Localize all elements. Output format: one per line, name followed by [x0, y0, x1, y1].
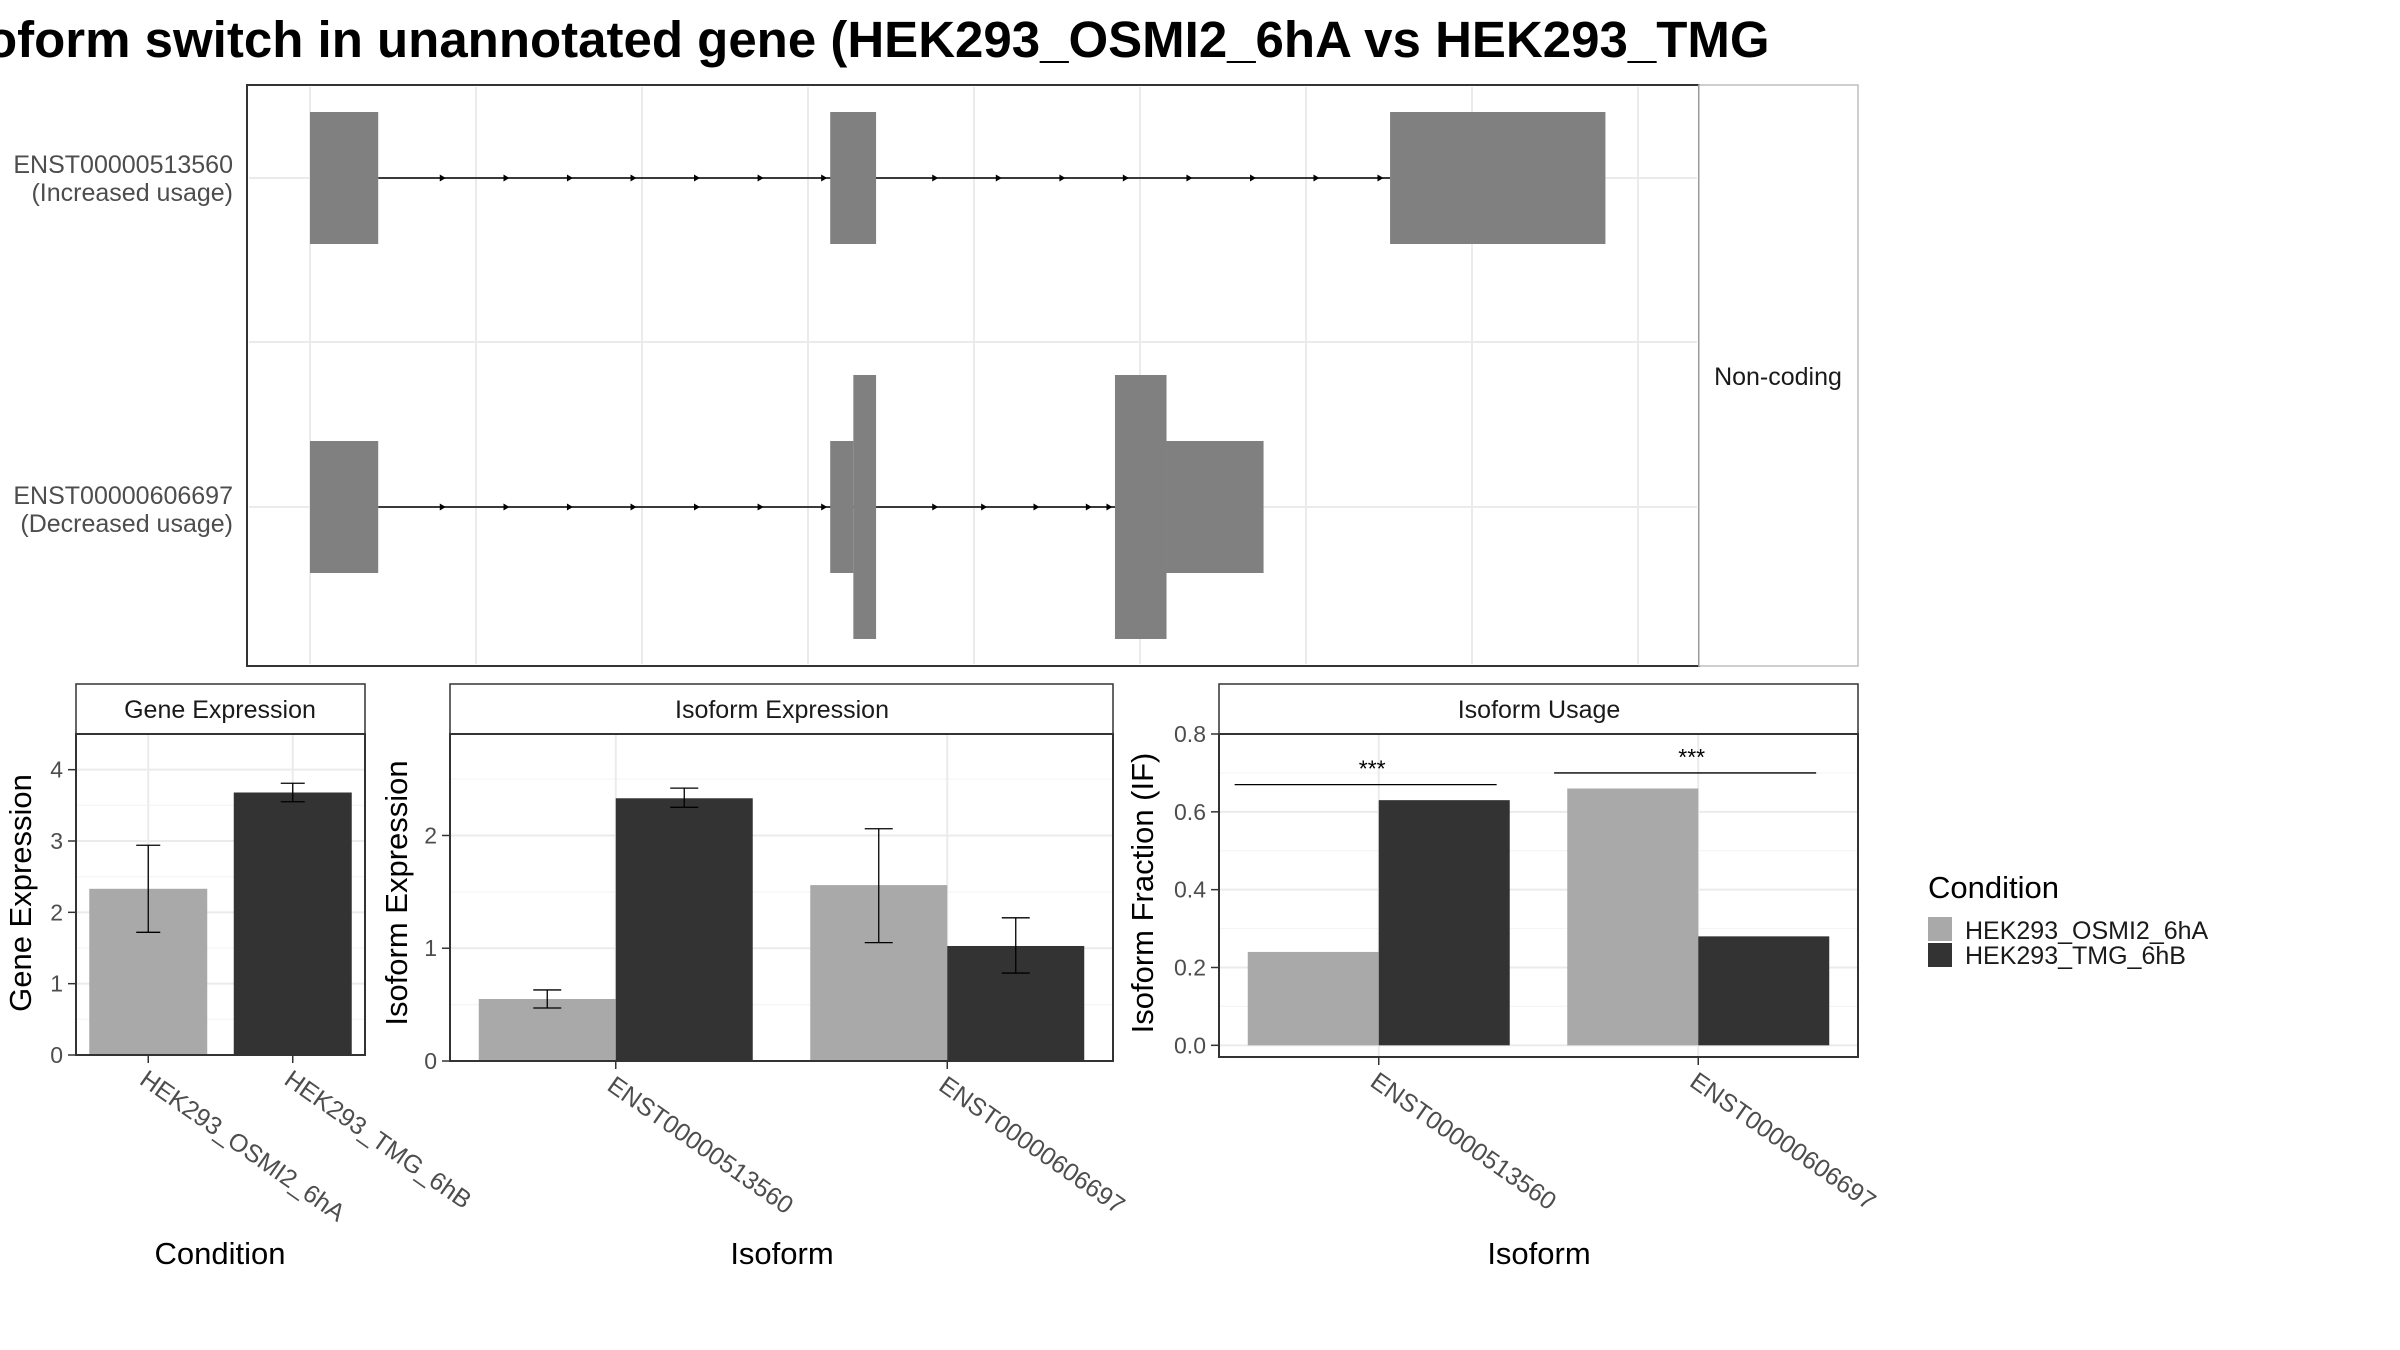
track-label-1-line2: (Increased usage)	[31, 179, 233, 207]
condition-legend: Condition HEK293_OSMI2_6hA HEK293_TMG_6h…	[1928, 870, 2209, 970]
intron-arrow-10	[1085, 503, 1092, 511]
intron-arrow-8	[995, 174, 1002, 182]
intron-arrow-9	[1059, 174, 1066, 182]
isoexp-strip-label: Isoform Expression	[675, 696, 889, 724]
exon-3	[1114, 375, 1167, 639]
track-label-1-line1: ENST00000513560	[13, 151, 233, 179]
gene-x-axis-title: Condition	[155, 1236, 286, 1271]
exon-1	[830, 112, 877, 244]
exon-2	[1390, 112, 1606, 244]
exon-2	[853, 375, 877, 639]
intron-arrow-1	[503, 503, 510, 511]
significance-label-1: ***	[1678, 744, 1705, 770]
intron-arrow-5	[757, 503, 764, 511]
isouse-ytick-label-1: 0.2	[1174, 954, 1206, 980]
structure-strip-label: Non-coding	[1714, 363, 1842, 391]
intron-arrow-6	[821, 503, 828, 511]
legend-label-tmg: HEK293_TMG_6hB	[1965, 942, 2186, 970]
isouse-xtick-label-0: ENST00000513560	[1365, 1067, 1561, 1216]
structure-strip	[1698, 84, 1859, 667]
isouse-ytick-label-4: 0.8	[1174, 721, 1206, 747]
intron-arrow-4	[693, 503, 700, 511]
isouse-bar-1-0	[1567, 788, 1699, 1046]
exon-4	[1166, 441, 1264, 573]
figure-title: oform switch in unannotated gene (HEK293…	[0, 11, 1770, 68]
isouse-panel-border	[1218, 733, 1859, 1058]
intron-arrow-5	[757, 174, 764, 182]
isoexp-bar-0-0	[478, 998, 616, 1061]
intron-arrow-11	[1186, 174, 1193, 182]
exon-0	[310, 112, 379, 244]
isouse-bar-1-1	[1698, 936, 1830, 1046]
intron-arrow-3	[630, 174, 637, 182]
isouse-ytick-label-2: 0.4	[1174, 877, 1206, 903]
isoexp-x-axis-title: Isoform	[730, 1236, 833, 1271]
intron-arrow-0	[439, 174, 446, 182]
isouse-strip	[1218, 683, 1859, 735]
legend-key-tmg	[1928, 943, 1952, 967]
gene-strip	[75, 683, 366, 735]
transcript-ENST00000513560	[310, 112, 1606, 244]
gene-y-axis-title: Gene Expression	[3, 774, 38, 1012]
intron-arrow-11	[1106, 503, 1113, 511]
intron-arrow-1	[503, 174, 510, 182]
isoexp-ytick-label-0: 0	[424, 1048, 437, 1074]
intron-arrow-3	[630, 503, 637, 511]
exon-1	[830, 441, 854, 573]
isouse-strip-label: Isoform Usage	[1458, 696, 1621, 724]
legend-title: Condition	[1928, 870, 2059, 905]
isoexp-xtick-label-0: ENST00000513560	[602, 1071, 798, 1220]
isouse-x-axis-title: Isoform	[1487, 1236, 1590, 1271]
gene-ytick-label-1: 1	[50, 971, 63, 997]
gene-panel-border	[75, 733, 366, 1056]
isoexp-strip	[449, 683, 1114, 735]
exon-0	[310, 441, 379, 573]
intron-arrow-10	[1122, 174, 1129, 182]
legend-label-osmi2: HEK293_OSMI2_6hA	[1965, 917, 2209, 945]
isoexp-ytick-label-2: 2	[424, 822, 437, 848]
isouse-ytick-label-3: 0.6	[1174, 799, 1206, 825]
gene-ytick-label-4: 4	[50, 757, 63, 783]
intron-arrow-0	[439, 503, 446, 511]
track-label-2-line1: ENST00000606697	[13, 482, 233, 510]
isouse-y-axis-title: Isoform Fraction (IF)	[1125, 753, 1160, 1034]
isouse-ytick-label-0: 0.0	[1174, 1032, 1206, 1058]
isouse-xtick-label-1: ENST00000606697	[1685, 1067, 1881, 1216]
intron-arrow-9	[1033, 503, 1040, 511]
transcript-structure-panel: Non-coding ENST00000513560 (Increased us…	[13, 84, 1859, 667]
structure-tracks	[310, 112, 1606, 639]
isoexp-y-axis-title: Isoform Expression	[379, 760, 414, 1025]
intron-arrow-6	[821, 174, 828, 182]
isoexp-ytick-label-1: 1	[424, 935, 437, 961]
isouse-bar-0-1	[1378, 800, 1510, 1046]
gene-bar-1-0	[233, 792, 352, 1055]
isouse-bar-0-0	[1247, 951, 1379, 1046]
intron-arrow-4	[693, 174, 700, 182]
isoform-usage-panel: Isoform Usage Isoform Fraction (IF) Isof…	[1125, 683, 1881, 1271]
intron-arrow-7	[932, 503, 939, 511]
isoexp-bar-0-1	[615, 798, 753, 1061]
intron-arrow-7	[932, 174, 939, 182]
gene-ytick-label-0: 0	[50, 1042, 63, 1068]
gene-ytick-label-2: 2	[50, 899, 63, 925]
transcript-ENST00000606697	[310, 375, 1264, 639]
gene-ytick-label-3: 3	[50, 828, 63, 854]
significance-label-0: ***	[1359, 756, 1386, 782]
isoform-expression-panel: Isoform Expression Isoform Expression Is…	[379, 683, 1130, 1271]
isoexp-xtick-label-1: ENST00000606697	[934, 1071, 1130, 1220]
isoexp-panel-border	[449, 733, 1114, 1062]
intron-arrow-12	[1250, 174, 1257, 182]
intron-arrow-13	[1313, 174, 1320, 182]
intron-arrow-2	[566, 503, 573, 511]
intron-arrow-14	[1377, 174, 1384, 182]
intron-arrow-8	[981, 503, 988, 511]
gene-strip-label: Gene Expression	[124, 696, 316, 724]
intron-arrow-2	[566, 174, 573, 182]
legend-key-osmi2	[1928, 917, 1952, 941]
track-label-2-line2: (Decreased usage)	[20, 510, 233, 538]
